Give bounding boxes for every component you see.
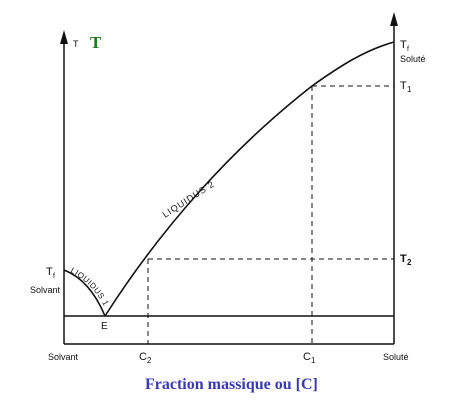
xaxis-caption: Fraction massique ou [C] xyxy=(145,376,318,393)
t2-label: T xyxy=(400,253,407,265)
eutectic-point-label: E xyxy=(101,321,108,332)
tf-left-label: T xyxy=(46,266,53,278)
liquidus-1-label: LIQUIDUS 1 xyxy=(69,266,110,308)
xaxis-c1-label: C xyxy=(303,351,311,363)
liquidus-2-label: LIQUIDUS 2 xyxy=(161,179,217,220)
liquidus-1-curve xyxy=(63,269,106,317)
axes xyxy=(63,22,395,345)
axis-t-big-label: T xyxy=(90,33,102,52)
xaxis-solute-label: Soluté xyxy=(383,352,409,362)
tf-right-label: T xyxy=(400,39,407,51)
xaxis-c2-label: C xyxy=(139,351,147,363)
left-axis-arrow-icon xyxy=(60,30,68,44)
t1-label: T xyxy=(400,80,407,92)
right-axis-arrow-icon xyxy=(390,12,398,26)
axis-t-small-label: T xyxy=(73,39,79,49)
t2-sub: 2 xyxy=(407,258,412,267)
solvant-left-label: Solvant xyxy=(30,285,61,295)
dashed-guides xyxy=(147,85,394,344)
xaxis-c1-sub: 1 xyxy=(311,356,316,365)
solute-right-label: Soluté xyxy=(400,54,426,64)
xaxis-solvant-label: Solvant xyxy=(48,352,79,362)
xaxis-c2-sub: 2 xyxy=(147,356,152,365)
liquidus-2-curve xyxy=(104,41,395,317)
tf-right-sub: f xyxy=(407,46,409,53)
t1-sub: 1 xyxy=(407,85,412,94)
tf-left-sub: f xyxy=(53,273,55,280)
liquidus-1-label-text: LIQUIDUS 1 xyxy=(69,266,110,308)
liquidus-2-label-text: LIQUIDUS 2 xyxy=(161,179,216,220)
